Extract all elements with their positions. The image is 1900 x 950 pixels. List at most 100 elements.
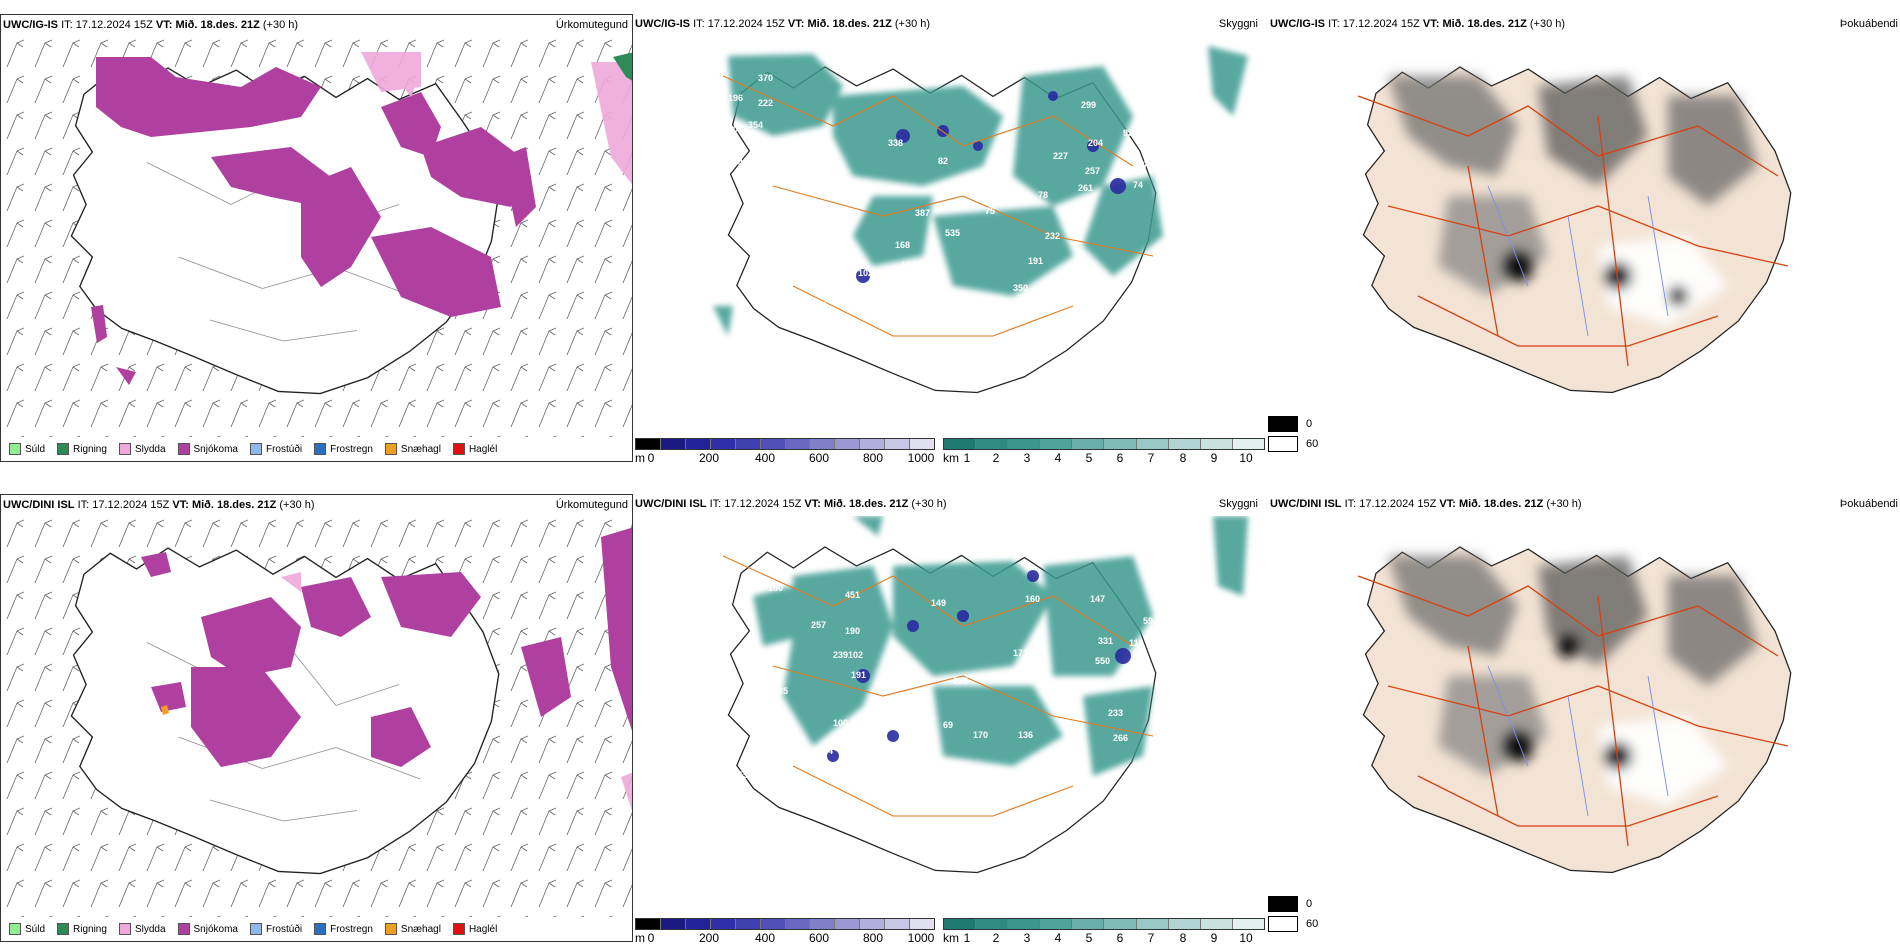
ceiling-label: 75 [985, 206, 995, 216]
ceiling-label: 222 [758, 98, 773, 108]
precip-map [1, 37, 632, 437]
visibility-unit: km [943, 931, 959, 942]
ceiling-label: 99 [1171, 662, 1181, 672]
ceiling-label: 122 [1063, 213, 1078, 223]
ceiling-unit: m [635, 931, 645, 942]
ceiling-label: 465 [773, 686, 788, 696]
ceiling-label: 147 [1090, 594, 1105, 604]
ceiling-label: 429 [715, 650, 730, 660]
fog-title: Þokuábendi [1839, 498, 1898, 510]
cloud-ceiling-labels: 370 196 222 354 603 370 418 338 82 127 3… [728, 73, 1158, 308]
ceiling-label: 550 [1095, 656, 1110, 666]
ceiling-label: 168 [895, 240, 910, 250]
fog-header: UWC/DINI ISL IT: 17.12.2024 15Z VT: Mið.… [1270, 498, 1582, 510]
ceiling-label: 170 [973, 730, 988, 740]
ceiling-label: 553 [738, 770, 753, 780]
legend-swatch [249, 923, 262, 935]
legend-item: Slydda [118, 443, 166, 455]
visibility-colorbar: km 1 2 3 4 5 6 7 8 9 10 [943, 438, 1265, 462]
ceiling-label: 180 [858, 736, 873, 746]
ceiling-label: 239 [833, 650, 848, 660]
fog-header: UWC/IG-IS IT: 17.12.2024 15Z VT: Mið. 18… [1270, 18, 1566, 30]
ceiling-label: 191 [1028, 256, 1043, 266]
legend-swatch [177, 923, 190, 935]
precip-panel-top: UWC/IG-IS IT: 17.12.2024 15Z VT: Mið. 18… [0, 14, 633, 462]
legend-swatch [118, 923, 131, 935]
legend-item: Súld [9, 923, 45, 935]
ceiling-label: 78 [1038, 190, 1048, 200]
legend-item: Snæhagl [384, 923, 441, 935]
legend-item: Snjókoma [177, 923, 238, 935]
precip-title: Úrkomutegund [555, 19, 628, 31]
cloud-map: 370 196 222 354 603 370 418 338 82 127 3… [713, 46, 1248, 394]
legend-swatch [452, 923, 465, 935]
ceiling-label: 144 [818, 746, 833, 756]
ceiling-label: 140 [1163, 693, 1178, 703]
ceiling-label: 451 [845, 590, 860, 600]
ceiling-label: 181 [1095, 298, 1110, 308]
ceiling-label: 100 [833, 718, 848, 728]
ceiling-label: 171 [1013, 648, 1028, 658]
precip-legend: Súld Rigning Slydda Snjókoma Frostúði Fr… [9, 443, 497, 455]
ceiling-label: 467 [755, 704, 770, 714]
legend-swatch [9, 923, 21, 935]
ceiling-label: 74 [1133, 180, 1143, 190]
ceiling-label: 370 [751, 138, 766, 148]
legend-swatch [314, 443, 327, 455]
legend-item: Rigning [57, 443, 107, 455]
fog-panel-top: UWC/IG-IS IT: 17.12.2024 15Z VT: Mið. 18… [1268, 14, 1900, 462]
fog-legend: 0 60 [1268, 416, 1318, 456]
cloud-header: UWC/DINI ISL IT: 17.12.2024 15Z VT: Mið.… [635, 498, 947, 510]
precip-legend: Súld Rigning Slydda Snjókoma Frostúði Fr… [9, 923, 497, 935]
legend-swatch [249, 443, 262, 455]
cloud-ceiling-labels: 180 257 451 190 239 191 102 429 465 467 … [715, 583, 1181, 780]
ceiling-label: 160 [1025, 594, 1040, 604]
legend-item: Slydda [118, 923, 166, 935]
ceiling-label: 204 [1088, 138, 1103, 148]
ceiling-label: 102 [848, 650, 863, 660]
legend-item: Rigning [57, 923, 107, 935]
ceiling-label: 603 [728, 124, 743, 134]
ceiling-label: 190 [845, 626, 860, 636]
ceiling-label: 387 [915, 208, 930, 218]
legend-swatch [57, 443, 70, 455]
ceiling-label: 232 [1045, 231, 1060, 241]
legend-swatch [9, 443, 21, 455]
snow-areas [141, 527, 632, 767]
ceiling-label: 233 [1108, 708, 1123, 718]
precip-map [1, 517, 632, 917]
ceiling-label: 93 [1123, 128, 1133, 138]
legend-item: Haglél [452, 923, 497, 935]
ceiling-colorbar: m 0 200 400 600 800 1000 [635, 438, 935, 462]
cloud-map: 180 257 451 190 239 191 102 429 465 467 … [715, 516, 1248, 874]
ceiling-label: 165 [1111, 280, 1126, 290]
fog-title: Þokuábendi [1839, 18, 1898, 30]
cloud-title: Skyggni [1218, 18, 1258, 30]
ceiling-label: 257 [1085, 166, 1100, 176]
ceiling-label: 136 [1018, 730, 1033, 740]
ceiling-label: 370 [758, 73, 773, 83]
ceiling-label: 266 [1113, 733, 1128, 743]
ceiling-label: 91 [908, 712, 918, 722]
snow-areas [91, 57, 536, 385]
fog-map [1357, 66, 1792, 394]
ceiling-label: 191 [851, 670, 866, 680]
ceiling-label: 261 [1078, 183, 1093, 193]
precip-panel-bottom: UWC/DINI ISL IT: 17.12.2024 15Z VT: Mið.… [0, 494, 633, 942]
ceiling-unit: m [635, 451, 645, 462]
fog-legend-item: 60 [1268, 436, 1318, 452]
ceiling-label: 354 [748, 120, 763, 130]
ceiling-label: 338 [888, 138, 903, 148]
legend-item: Frostregn [314, 923, 373, 935]
legend-item: Frostúði [249, 923, 302, 935]
legend-item: Haglél [452, 443, 497, 455]
legend-swatch [384, 443, 397, 455]
ceiling-cells [635, 918, 935, 930]
legend-item: Frostúði [249, 443, 302, 455]
legend-item: Frostregn [314, 443, 373, 455]
legend-swatch [314, 923, 327, 935]
ceiling-label: 82 [938, 156, 948, 166]
ceiling-cells [635, 438, 935, 450]
legend-swatch [57, 923, 70, 935]
ceiling-label: 67 [1138, 160, 1148, 170]
